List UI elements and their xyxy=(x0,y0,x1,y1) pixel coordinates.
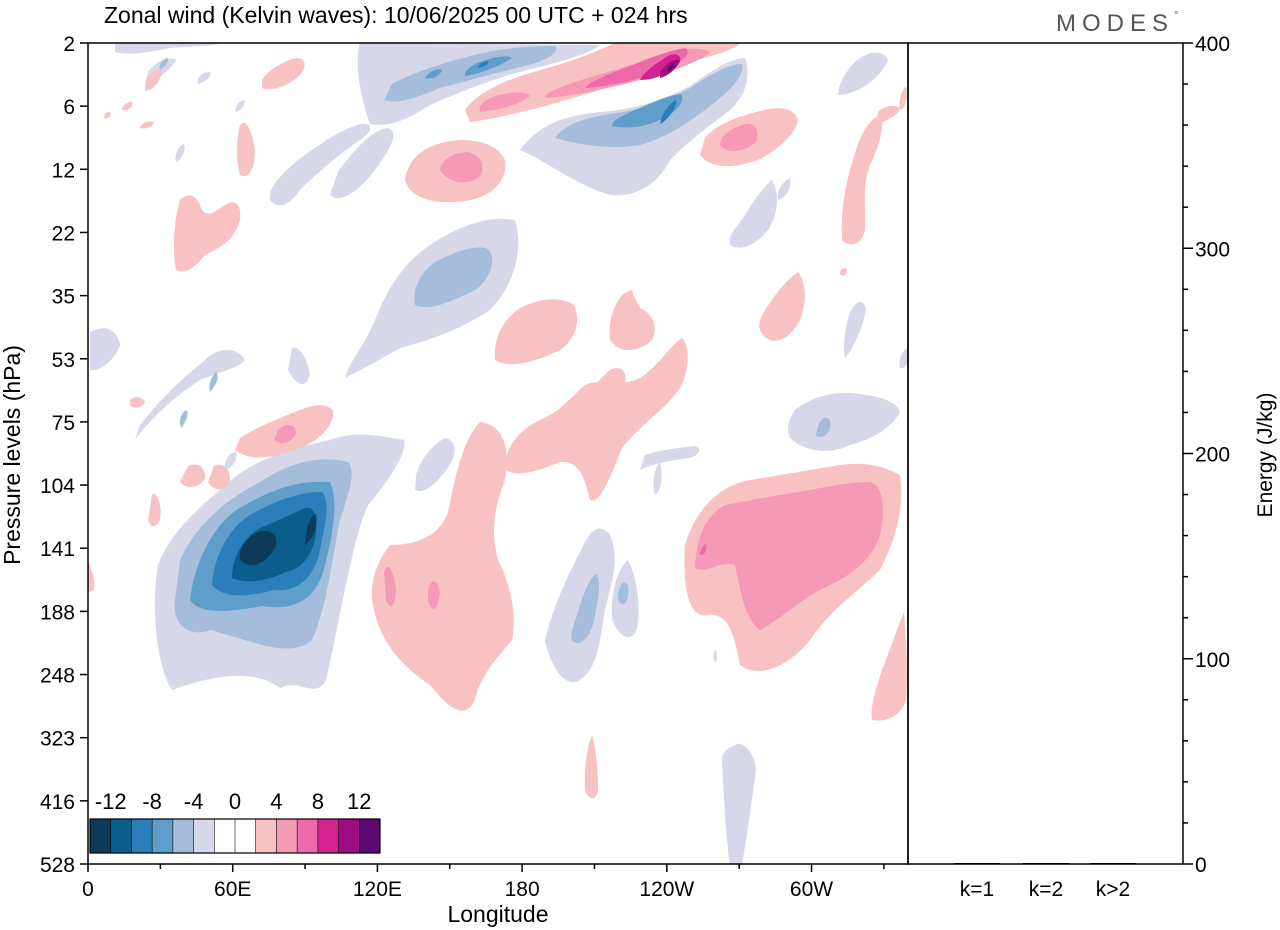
colorbar-label: -12 xyxy=(95,789,127,814)
colorbar-swatch xyxy=(297,819,319,853)
y-tick-label: 6 xyxy=(63,96,75,119)
energy-category-label: k=1 xyxy=(960,878,994,901)
logo: MODES° xyxy=(1056,10,1184,37)
x-tick-label: 180 xyxy=(505,878,540,901)
x-axis-longitude: 0 60E 120E 180 120W 60W xyxy=(82,864,885,901)
x-tick-label: 60W xyxy=(790,878,833,901)
colorbar-swatch xyxy=(338,819,360,853)
energy-tick-label: 200 xyxy=(1195,444,1230,467)
y-axis-pressure: 2 6 12 22 35 53 75 104 141 188 248 323 416 528 xyxy=(40,33,88,877)
y-axis-energy: 0 100 200 300 400 xyxy=(1183,33,1230,877)
y-tick-label: 22 xyxy=(52,222,75,245)
colorbar-swatch xyxy=(172,819,194,853)
energy-axis-title: Energy (J/kg) xyxy=(1254,393,1277,518)
y-axis-title: Pressure levels (hPa) xyxy=(0,345,25,565)
x-tick-label: 120W xyxy=(639,878,694,901)
y-tick-label: 75 xyxy=(52,412,75,435)
y-tick-label: 188 xyxy=(40,601,75,624)
colorbar-swatch xyxy=(317,819,339,853)
colorbar-swatch xyxy=(235,819,257,853)
energy-category-label: k>2 xyxy=(1096,878,1130,901)
colorbar-label: 8 xyxy=(312,789,324,814)
y-tick-label: 2 xyxy=(63,33,75,56)
energy-bar xyxy=(1023,863,1069,864)
colorbar-label: 0 xyxy=(229,789,241,814)
energy-bar xyxy=(1090,863,1136,864)
contour-plot-area xyxy=(88,43,908,864)
energy-tick-label: 300 xyxy=(1195,238,1230,261)
colorbar-label: 4 xyxy=(270,789,282,814)
y-tick-label: 35 xyxy=(52,286,75,309)
chart-title: Zonal wind (Kelvin waves): 10/06/2025 00… xyxy=(104,2,688,28)
y-tick-label: 323 xyxy=(40,728,75,751)
colorbar-swatch xyxy=(131,819,153,853)
colorbar-swatch xyxy=(193,819,215,853)
colorbar-label: -8 xyxy=(142,789,162,814)
energy-tick-label: 0 xyxy=(1195,854,1207,877)
y-tick-label: 53 xyxy=(52,349,75,372)
x-axis-title: Longitude xyxy=(447,901,548,927)
positive-anomaly-contours xyxy=(88,43,907,799)
y-tick-label: 104 xyxy=(40,475,75,498)
colorbar-swatch xyxy=(255,819,277,853)
y-tick-label: 12 xyxy=(52,159,75,182)
y-tick-label: 141 xyxy=(40,538,75,561)
x-tick-label: 0 xyxy=(82,878,94,901)
colorbar-legend: -12 -8 -4 0 4 8 12 xyxy=(89,789,381,854)
colorbar-swatch xyxy=(214,819,236,853)
energy-category-label: k=2 xyxy=(1029,878,1063,901)
energy-bar xyxy=(954,863,1000,864)
x-tick-label: 60E xyxy=(214,878,251,901)
colorbar-swatch xyxy=(276,819,298,853)
energy-panel-frame xyxy=(907,42,1184,865)
colorbar-swatch xyxy=(359,819,381,853)
colorbar-label: 12 xyxy=(347,789,371,814)
x-tick-label: 120E xyxy=(353,878,402,901)
y-tick-label: 528 xyxy=(40,854,75,877)
colorbar-swatch xyxy=(90,819,112,853)
energy-bars: k=1 k=2 k>2 xyxy=(954,863,1136,901)
y-tick-label: 416 xyxy=(40,791,75,814)
colorbar-swatch xyxy=(152,819,174,853)
y-tick-label: 248 xyxy=(40,665,75,688)
colorbar-swatch xyxy=(110,819,132,853)
energy-tick-label: 400 xyxy=(1195,33,1230,56)
colorbar-label: -4 xyxy=(184,789,204,814)
energy-tick-label: 100 xyxy=(1195,649,1230,672)
